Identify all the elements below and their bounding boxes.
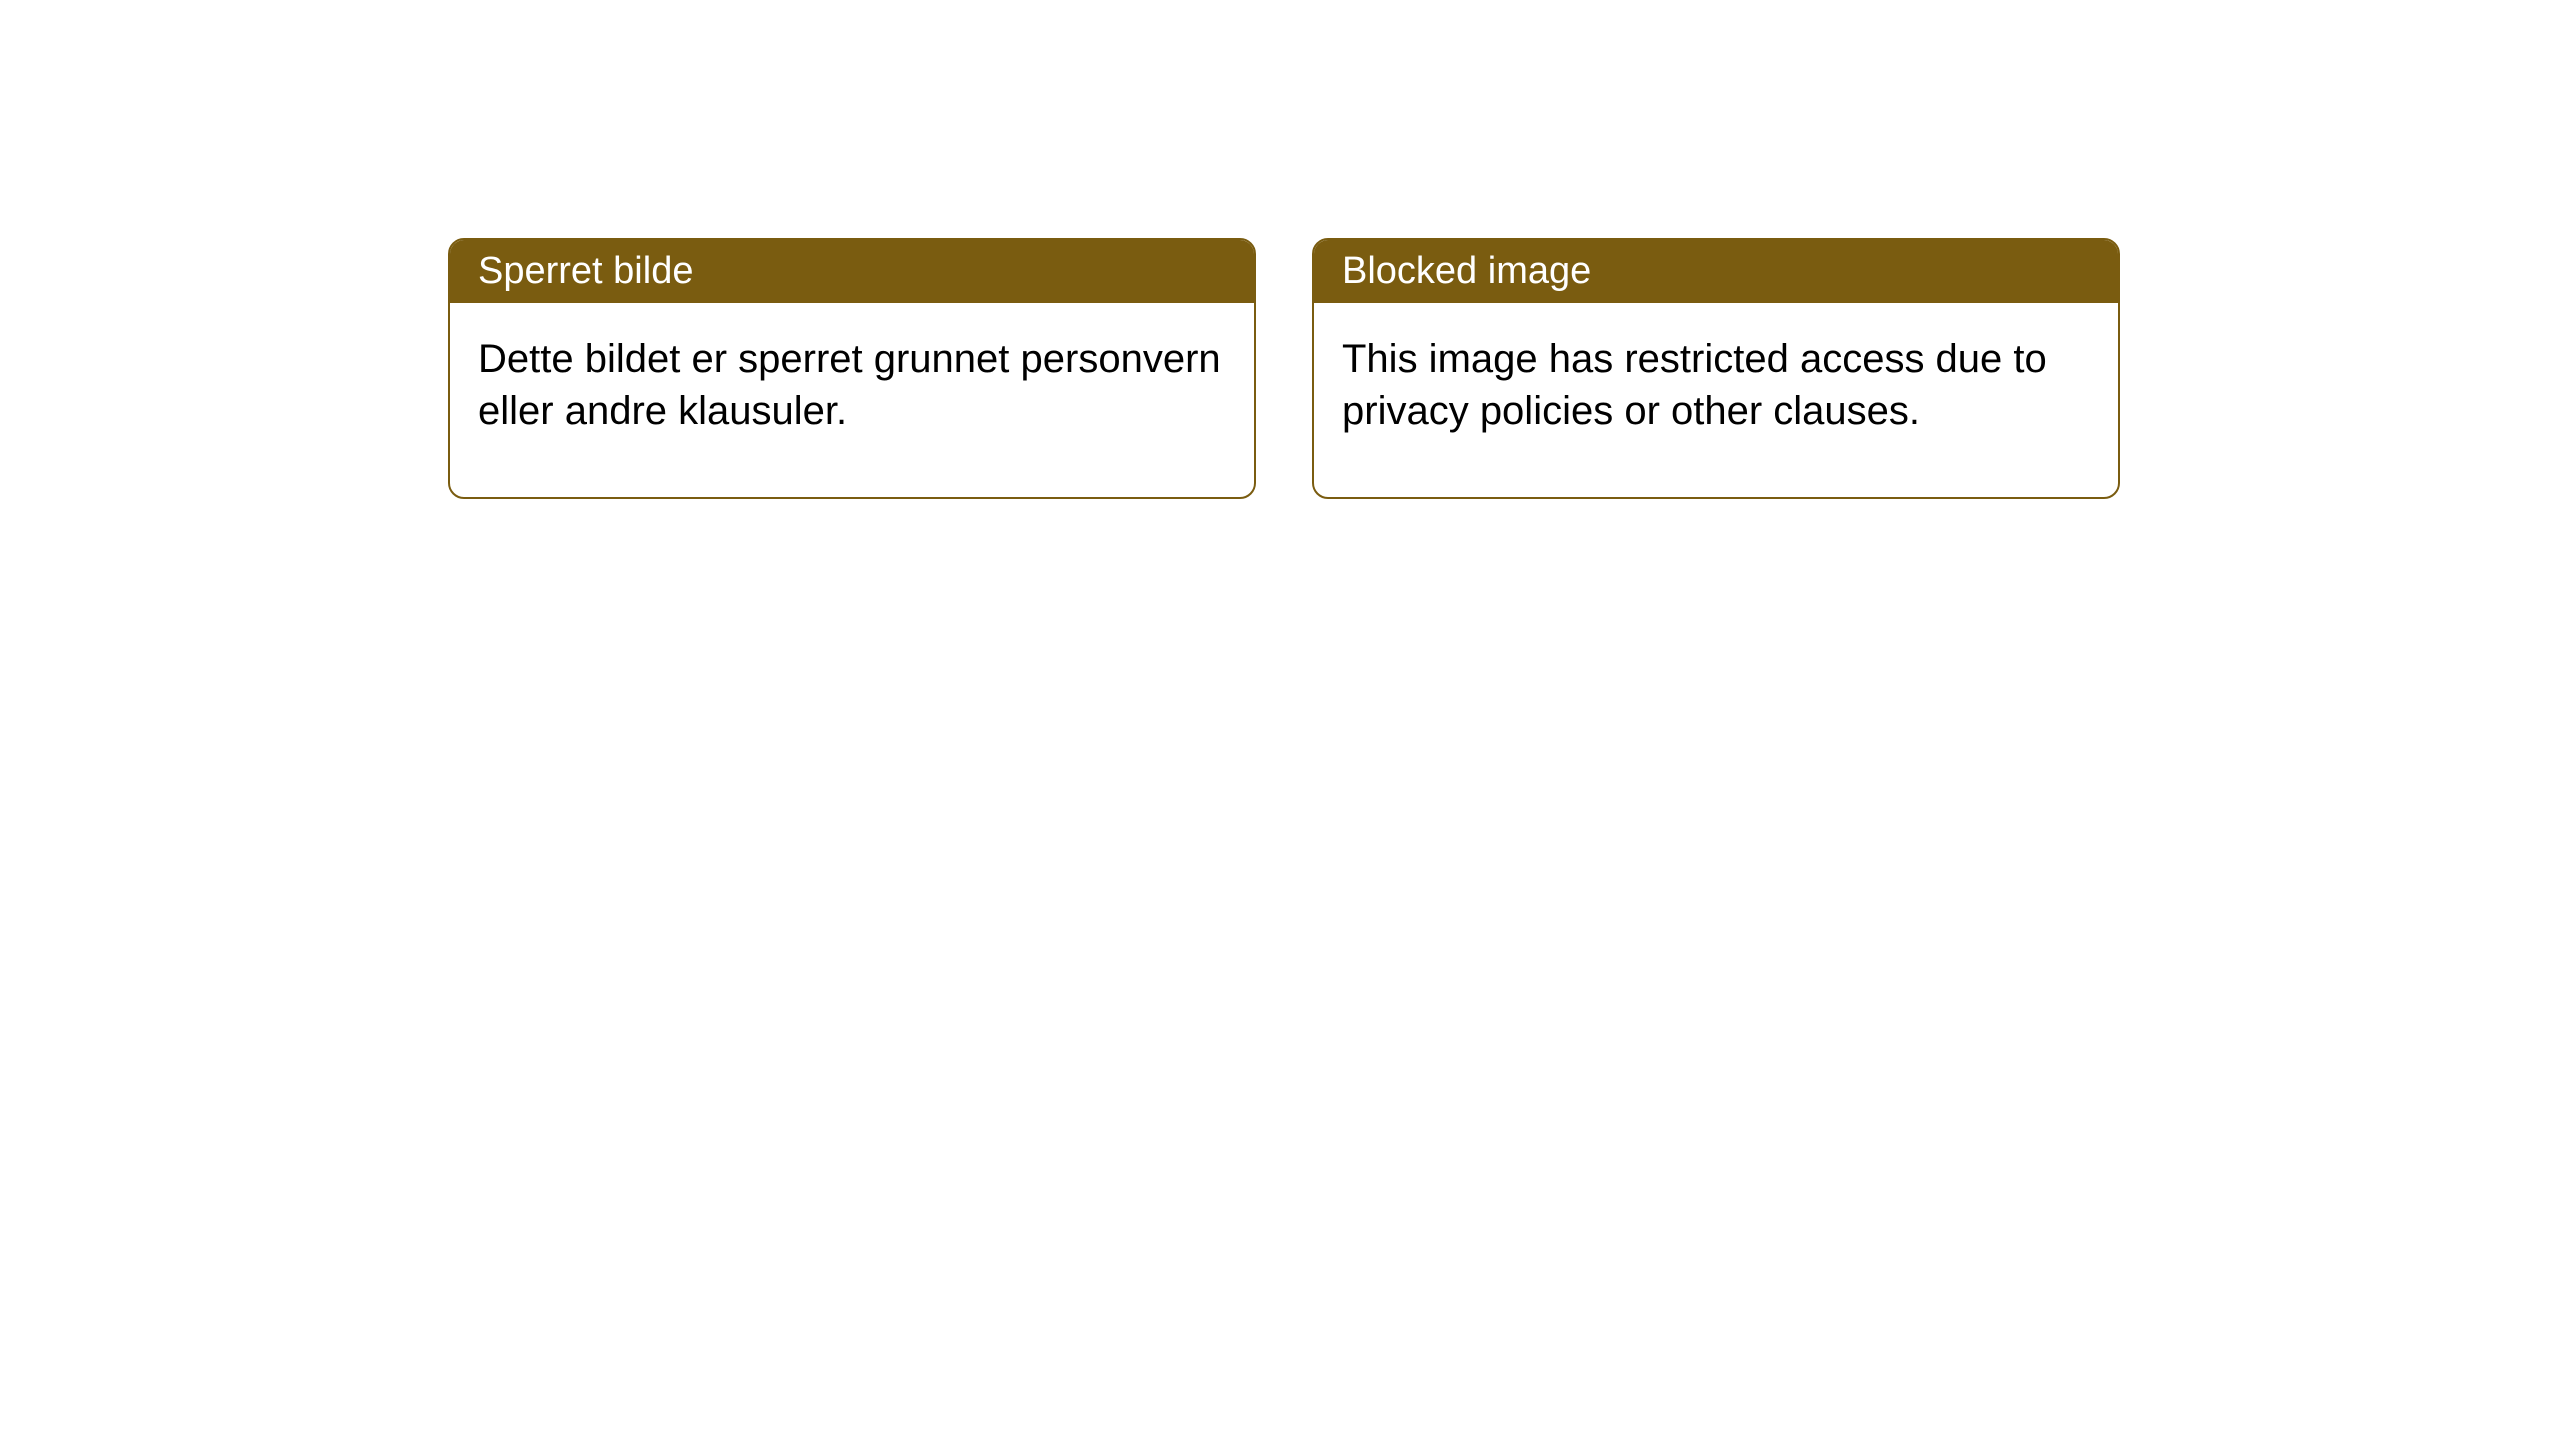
notice-body: Dette bildet er sperret grunnet personve…: [450, 303, 1254, 497]
notice-header: Blocked image: [1314, 240, 2118, 303]
notice-body: This image has restricted access due to …: [1314, 303, 2118, 497]
notice-header: Sperret bilde: [450, 240, 1254, 303]
notice-box-english: Blocked image This image has restricted …: [1312, 238, 2120, 499]
notice-container: Sperret bilde Dette bildet er sperret gr…: [0, 0, 2560, 499]
notice-box-norwegian: Sperret bilde Dette bildet er sperret gr…: [448, 238, 1256, 499]
